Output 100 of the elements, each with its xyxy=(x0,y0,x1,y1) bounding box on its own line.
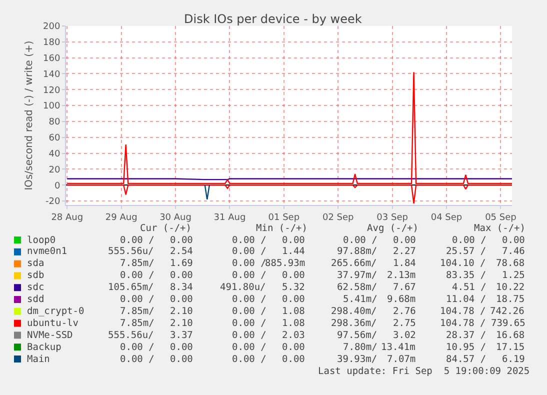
text: 10.95 / xyxy=(446,342,486,353)
text: 0.00 xyxy=(282,294,306,305)
text: 0.00 / xyxy=(120,270,154,281)
y-tick-label: 200 xyxy=(43,22,60,32)
text: 25.57 / xyxy=(446,246,486,257)
text: 4.51 / xyxy=(452,282,486,293)
x-tick-label: 02 Sep xyxy=(322,212,354,223)
text: 7.80m/ xyxy=(343,342,378,353)
text: 0.00 / xyxy=(232,235,266,246)
text: 7.85m/ xyxy=(120,306,154,317)
text: 1.25 xyxy=(502,270,525,281)
text: Max (-/+) xyxy=(474,223,526,234)
text: 37.97m/ xyxy=(337,270,378,281)
legend-label: dm_crypt-0 xyxy=(27,306,84,317)
text: 2.03 xyxy=(282,330,305,341)
y-tick-label: 180 xyxy=(43,38,60,48)
text: 1.08 xyxy=(282,306,306,317)
text: 0.00 / xyxy=(120,342,154,353)
text: 0.00 / xyxy=(452,235,486,246)
y-tick-label: 80 xyxy=(48,118,60,128)
text: Avg (-/+) xyxy=(367,223,418,234)
legend-label: NVMe-SSD xyxy=(27,330,74,341)
text: 62.58m/ xyxy=(337,282,378,293)
text: 0.00 / xyxy=(232,318,266,329)
text: 0.00 / xyxy=(232,246,266,257)
text: 39.93m/ xyxy=(337,354,378,365)
text: 555.56u/ xyxy=(108,330,154,341)
legend-label: sda xyxy=(27,258,44,269)
text: 17.15 xyxy=(496,342,525,353)
text: 2.10 xyxy=(170,306,194,317)
text: 3.37 xyxy=(170,330,193,341)
text: 7.46 xyxy=(502,246,526,257)
y-tick-label: 20 xyxy=(48,165,60,176)
text: Min (-/+) xyxy=(256,223,308,234)
text: 0.00 / xyxy=(120,235,154,246)
text: 7.85m/ xyxy=(120,318,154,329)
y-tick-label: 40 xyxy=(48,149,60,160)
text: 491.80u/ xyxy=(220,282,266,293)
text: 18.75 xyxy=(496,294,525,305)
text: 0.00 xyxy=(170,270,194,281)
text: 11.04 / xyxy=(446,294,486,305)
y-axis-title: IOs/second read (-) / write (+) xyxy=(24,40,36,190)
text: 9.68m xyxy=(387,294,416,305)
text: 97.88m/ xyxy=(337,246,378,257)
text: 739.65 xyxy=(491,318,526,329)
text: 0.00 xyxy=(282,342,306,353)
text: 83.35 / xyxy=(446,270,486,281)
text: 7.07m xyxy=(387,354,416,365)
text: 84.57 / xyxy=(446,354,486,365)
chart-title: Disk IOs per device - by week xyxy=(184,12,362,26)
legend-label: sdb xyxy=(27,270,44,281)
text: 265.66m/ xyxy=(331,258,377,269)
text: Last update: Fri Sep 5 19:00:09 2025 xyxy=(318,366,530,377)
text: 6.19 xyxy=(502,354,526,365)
legend-label: Main xyxy=(27,354,50,365)
y-tick-label: 160 xyxy=(43,54,60,64)
y-tick-label: 60 xyxy=(48,134,60,144)
text: 1.69 xyxy=(170,258,194,269)
y-tick-label: 120 xyxy=(43,86,60,96)
text: 0.00 xyxy=(170,294,194,305)
text: 555.56u/ xyxy=(108,246,154,257)
legend-label: nvme0n1 xyxy=(27,246,68,257)
text: 0.00 xyxy=(282,354,306,365)
text: 0.00 / xyxy=(232,342,266,353)
legend-label: sdc xyxy=(27,282,44,293)
text: 7.85m/ xyxy=(120,258,154,269)
text: 104.78 / xyxy=(440,318,486,329)
text: 0.00 / xyxy=(232,258,266,269)
text: 5.41m/ xyxy=(343,294,378,305)
text: 16.68 xyxy=(496,330,525,341)
x-tick-label: 29 Aug xyxy=(105,212,138,223)
text: 0.00 xyxy=(170,235,194,246)
text: 3.02 xyxy=(393,330,416,341)
x-tick-label: 30 Aug xyxy=(160,212,192,223)
text: 1.44 xyxy=(282,246,306,257)
text: 0.00 xyxy=(282,235,306,246)
legend-label: Backup xyxy=(27,342,62,353)
text: 0.00 / xyxy=(232,294,266,305)
x-tick-label: 04 Sep xyxy=(430,212,462,223)
text: 0.00 xyxy=(170,342,194,353)
text: 8.34 xyxy=(170,282,194,293)
text: 1.08 xyxy=(282,318,306,329)
text: 298.40m/ xyxy=(331,306,377,317)
x-tick-label: 01 Sep xyxy=(268,212,300,223)
text: 10.22 xyxy=(496,282,525,293)
x-tick-label: 31 Aug xyxy=(214,212,246,223)
legend-label: ubuntu-lv xyxy=(27,318,79,329)
text: 104.10 / xyxy=(440,258,486,269)
y-tick-label: -20 xyxy=(45,197,60,208)
legend-label: sdd xyxy=(27,294,44,305)
y-tick-label: 0 xyxy=(54,181,60,192)
text: 0.00 / xyxy=(232,354,266,365)
text: 885.93m xyxy=(265,258,306,269)
text: Cur (-/+) xyxy=(140,223,192,234)
text: 2.27 xyxy=(393,246,416,257)
text: 2.75 xyxy=(393,318,416,329)
text: 0.00 / xyxy=(343,235,378,246)
y-tick-label: 140 xyxy=(43,70,60,80)
text: 0.00 xyxy=(502,235,526,246)
text: 97.56m/ xyxy=(337,330,378,341)
